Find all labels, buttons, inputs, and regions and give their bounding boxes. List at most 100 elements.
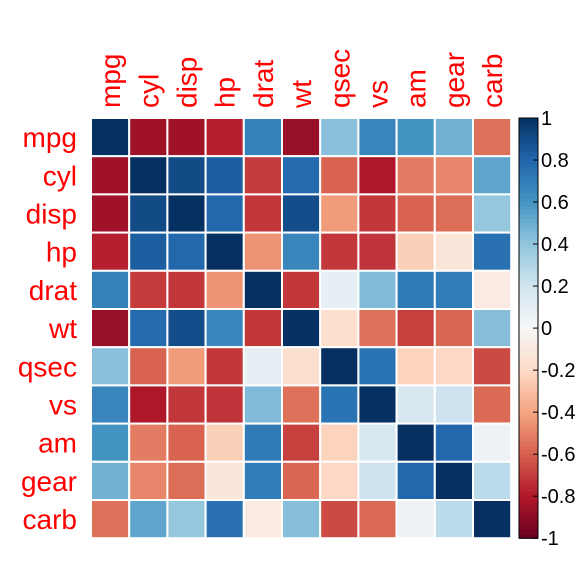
colorbar-segment [519, 433, 538, 438]
colorbar-tick-label: -1 [541, 528, 559, 550]
colorbar-segment [519, 252, 538, 258]
heatmap-cell-drat-am [395, 269, 436, 310]
heatmap-cell-mpg-am [395, 117, 436, 158]
heatmap-cell-vs-disp [166, 384, 207, 425]
colorbar: 1 0.8 0.6 0.4 0.2 0 -0.2 -0.4 -0.6 -0.8 -1 [518, 108, 575, 550]
colorbar-segment [519, 370, 538, 375]
colorbar-tick-label: 0.8 [541, 150, 569, 172]
colorbar-segment [519, 239, 538, 245]
colorbar-segment [519, 500, 538, 506]
colorbar-segment [519, 479, 538, 485]
heatmap-cell-carb-cyl [128, 499, 169, 540]
row-label-hp: hp [46, 237, 77, 268]
heatmap-cell-am-vs [357, 422, 398, 463]
heatmap-cell-gear-wt [281, 460, 322, 501]
colorbar-tick-label: -0.6 [541, 444, 575, 466]
column-label-am: am [401, 69, 432, 108]
heatmap-cell-qsec-disp [166, 346, 207, 387]
heatmap-cell-am-drat [242, 422, 284, 463]
colorbar-segment [519, 223, 538, 228]
column-label-hp: hp [210, 77, 241, 108]
heatmap-cell-disp-disp [166, 193, 207, 234]
colorbar-segment [519, 256, 538, 262]
heatmap-cell-mpg-drat [242, 117, 284, 158]
heatmap-cell-qsec-mpg [90, 346, 131, 387]
colorbar-segment [519, 294, 538, 300]
colorbar-segment [519, 344, 538, 350]
colorbar-segment [519, 168, 538, 174]
heatmap-cell-wt-disp [166, 308, 207, 349]
heatmap-cell-vs-cyl [128, 384, 169, 425]
colorbar-segment [519, 185, 538, 191]
colorbar-segment [519, 265, 538, 270]
heatmap-cell-qsec-gear [433, 346, 474, 387]
heatmap-cell-carb-mpg [90, 499, 131, 540]
colorbar-segment [519, 395, 538, 401]
heatmap-cell-hp-qsec [319, 231, 360, 272]
heatmap-cell-hp-wt [281, 231, 322, 272]
colorbar-segment [519, 206, 538, 212]
heatmap-cell-hp-am [395, 231, 436, 272]
column-label-carb: carb [477, 54, 508, 108]
colorbar-segment [519, 172, 538, 178]
colorbar-segment [519, 218, 538, 224]
heatmap-cell-hp-disp [166, 231, 207, 272]
heatmap-cell-am-mpg [90, 422, 131, 463]
colorbar-segment [519, 416, 538, 422]
column-label-vs: vs [363, 80, 394, 108]
heatmap-cell-cyl-gear [433, 155, 474, 196]
heatmap-cell-wt-gear [433, 308, 474, 349]
colorbar-segment [519, 374, 538, 380]
heatmap-cell-drat-mpg [90, 269, 131, 310]
row-label-drat: drat [29, 275, 77, 306]
colorbar-segment [519, 361, 538, 367]
colorbar-segment [519, 533, 538, 539]
colorbar-segment [519, 193, 538, 199]
colorbar-segment [519, 176, 538, 182]
heatmap-cell-vs-carb [472, 384, 513, 425]
colorbar-segment [519, 420, 538, 426]
heatmap-cell-disp-gear [433, 193, 474, 234]
colorbar-segment [519, 164, 538, 170]
column-label-disp: disp [172, 57, 203, 108]
heatmap-cell-am-cyl [128, 422, 169, 463]
heatmap-cell-disp-hp [204, 193, 245, 234]
colorbar-segment [519, 424, 538, 430]
colorbar-segment [519, 214, 538, 220]
heatmap-cell-carb-drat [242, 499, 284, 540]
heatmap-cell-gear-carb [472, 460, 513, 501]
colorbar-segment [519, 118, 538, 123]
colorbar-segment [519, 319, 538, 325]
colorbar-segment [519, 466, 538, 472]
colorbar-segment [519, 496, 538, 501]
colorbar-segment [519, 475, 538, 480]
colorbar-segment [519, 307, 538, 312]
column-label-mpg: mpg [95, 54, 126, 108]
colorbar-tick-label: 0.6 [541, 192, 569, 214]
colorbar-segment [519, 260, 538, 266]
heatmap-cell-carb-hp [204, 499, 245, 540]
heatmap-cell-carb-vs [357, 499, 398, 540]
colorbar-segment [519, 155, 538, 161]
row-label-am: am [38, 428, 77, 459]
heatmap-cell-gear-vs [357, 460, 398, 501]
heatmap-cell-drat-hp [204, 269, 245, 310]
colorbar-tick-label: -0.4 [541, 402, 575, 424]
colorbar-segment [519, 143, 538, 149]
colorbar-segment [519, 323, 538, 329]
heatmap-cell-vs-qsec [319, 384, 360, 425]
colorbar-segment [519, 197, 538, 203]
colorbar-segment [519, 210, 538, 216]
heatmap-cell-carb-disp [166, 499, 207, 540]
colorbar-segment [519, 269, 538, 275]
heatmap-cell-am-gear [433, 422, 474, 463]
heatmap-cell-qsec-am [395, 346, 436, 387]
heatmap-cell-qsec-vs [357, 346, 398, 387]
colorbar-segment [519, 407, 538, 413]
row-labels: mpg cyl disp hp drat wt qsec vs am gear carb [18, 122, 77, 535]
heatmap-cell-am-qsec [319, 422, 360, 463]
heatmap-cell-wt-mpg [90, 308, 131, 349]
column-label-drat: drat [248, 60, 279, 108]
colorbar-tick-label: 1 [541, 108, 552, 130]
